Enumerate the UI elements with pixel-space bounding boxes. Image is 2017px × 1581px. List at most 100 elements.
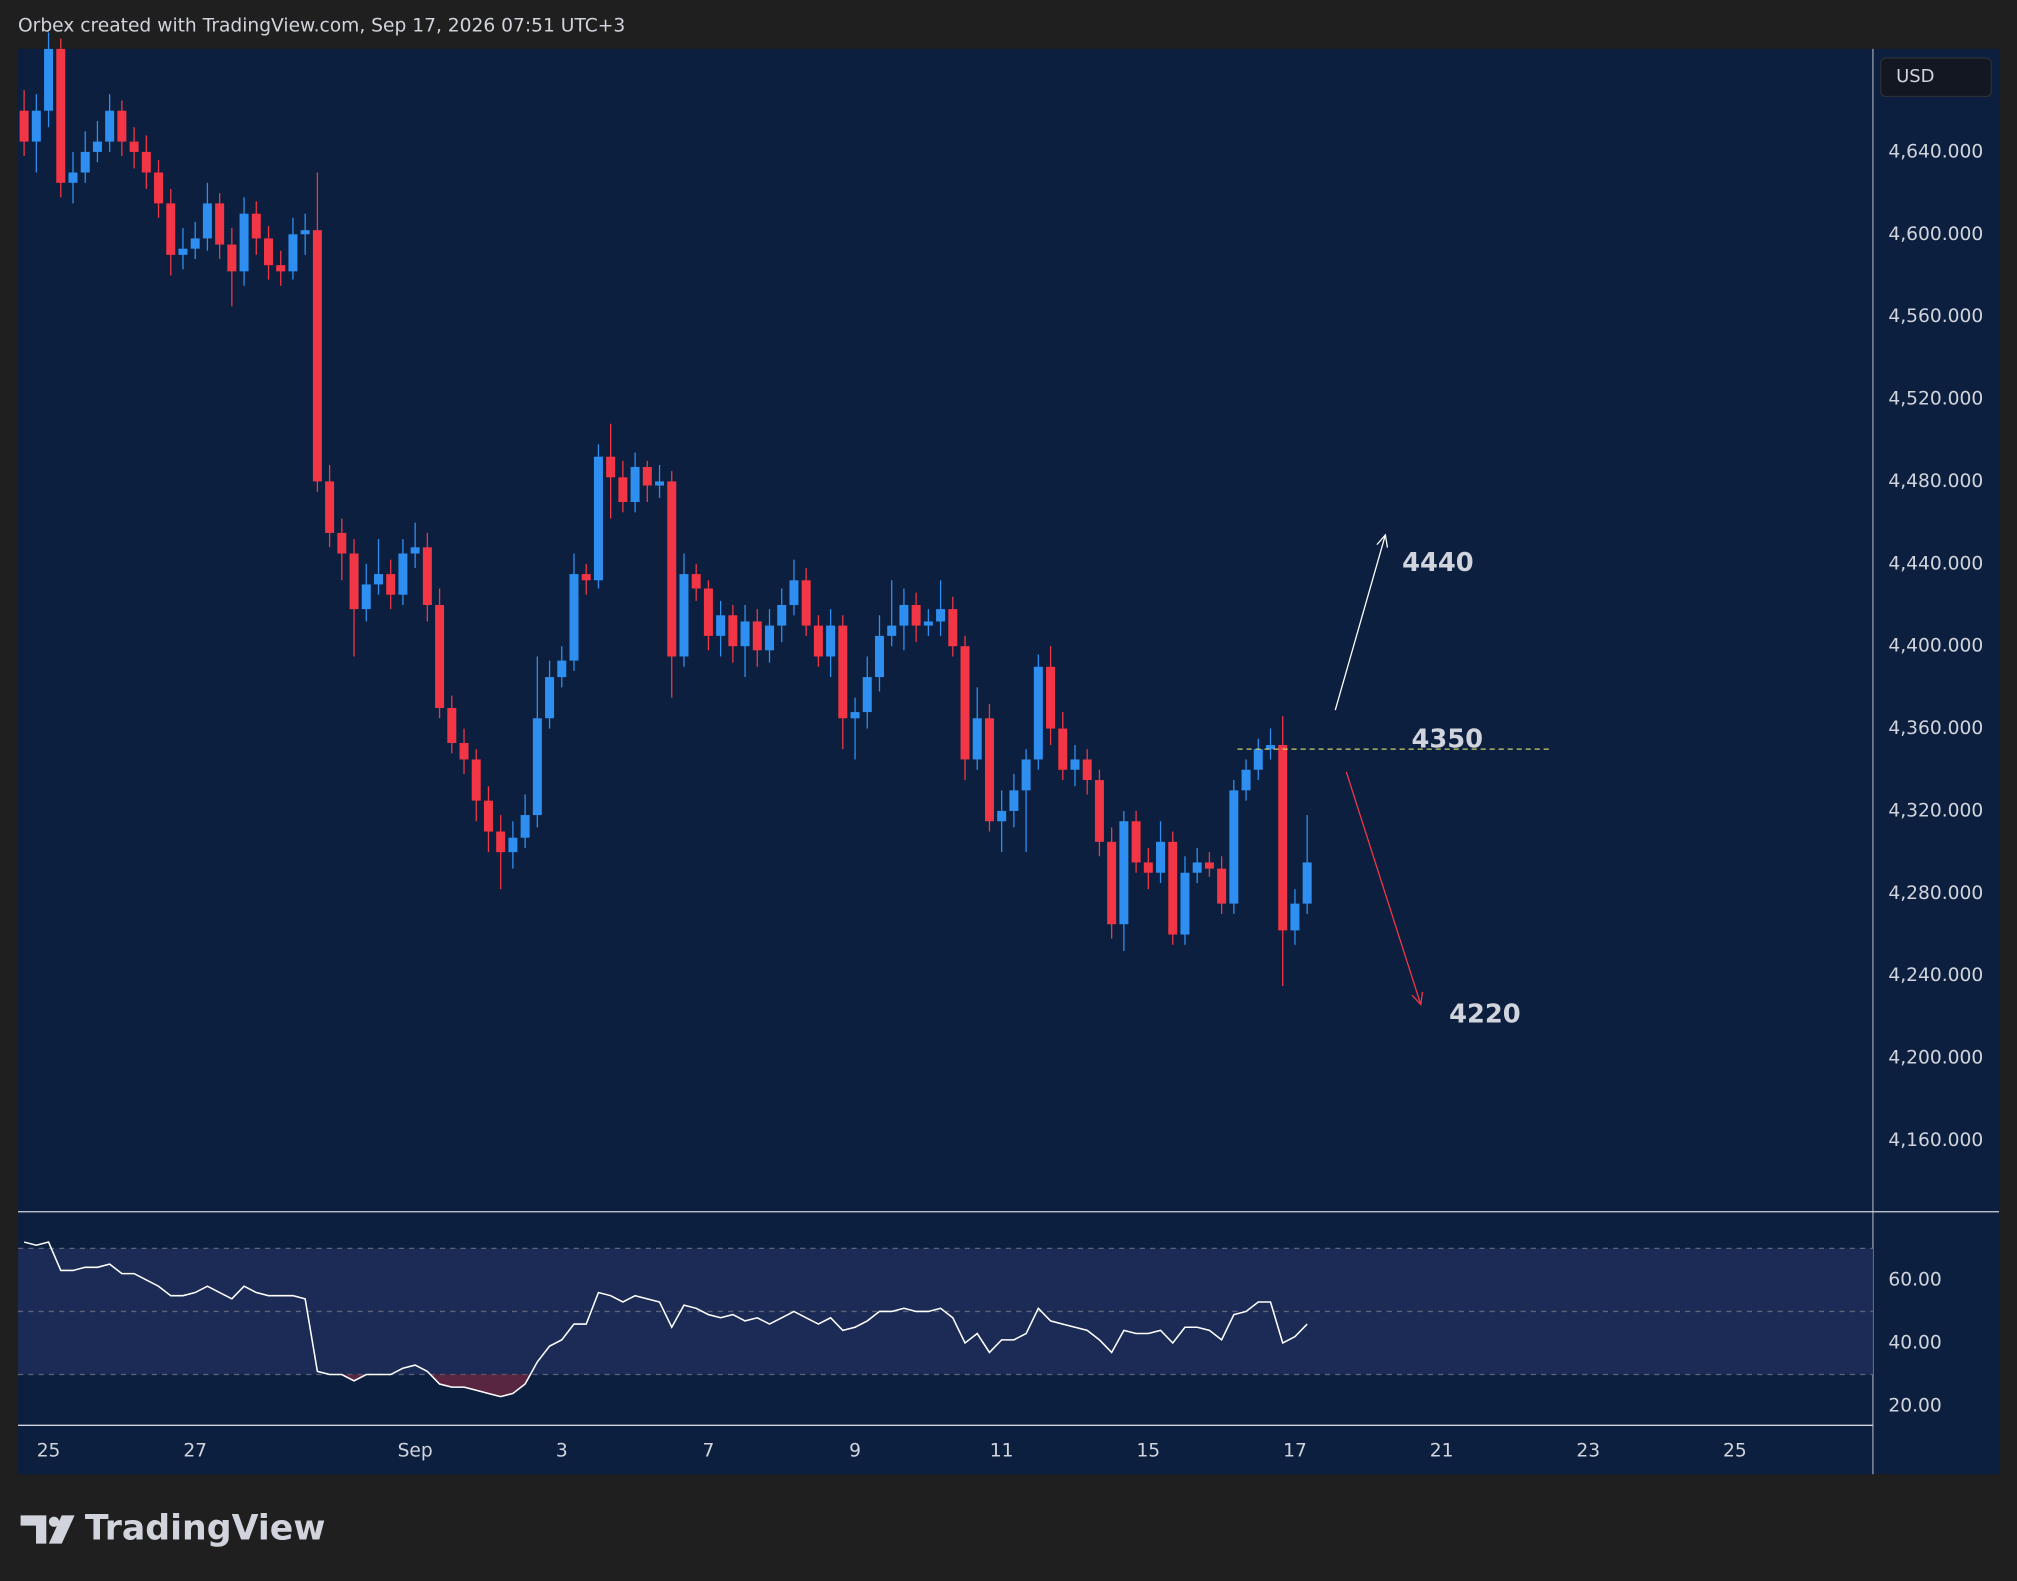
- plot-area: [18, 48, 1873, 1426]
- y-tick-label: 4,520.000: [1888, 389, 1983, 410]
- time-axis: [18, 1425, 1873, 1475]
- candle-body: [520, 815, 530, 838]
- candle-body: [1156, 841, 1166, 873]
- x-tick-label: 9: [849, 1441, 861, 1462]
- y-tick-label: 4,560.000: [1888, 306, 1983, 327]
- candle-body: [471, 759, 481, 801]
- candle-body: [496, 831, 506, 853]
- candle-body: [459, 742, 469, 760]
- arrow-head: [1411, 991, 1424, 1006]
- y-tick-label: 4,440.000: [1888, 553, 1983, 574]
- candle-body: [984, 718, 994, 822]
- candle-body: [215, 203, 225, 245]
- x-tick-label: 21: [1430, 1441, 1454, 1462]
- candle-body: [276, 265, 286, 272]
- rsi-tick-label: 60.00: [1888, 1269, 1941, 1290]
- x-tick-label: 27: [183, 1441, 207, 1462]
- candle-body: [361, 584, 371, 610]
- candle-body: [752, 621, 762, 651]
- candle-body: [325, 481, 335, 533]
- y-tick-label: 4,400.000: [1888, 636, 1983, 657]
- candle-body: [716, 615, 726, 636]
- candle-body: [31, 110, 41, 142]
- x-tick-label: 23: [1576, 1441, 1600, 1462]
- y-tick-label: 4,480.000: [1888, 471, 1983, 492]
- candle-body: [398, 553, 408, 595]
- currency-badge[interactable]: [1880, 57, 1992, 98]
- candle-body: [545, 677, 555, 719]
- candle-body: [593, 456, 603, 581]
- candle-body: [826, 625, 836, 657]
- candle-body: [349, 553, 359, 610]
- candle-body: [1119, 821, 1129, 925]
- candle-body: [1266, 745, 1276, 750]
- candle-body: [606, 456, 616, 478]
- candle-body: [569, 574, 579, 661]
- candle-body: [1033, 666, 1043, 760]
- x-tick-label: 3: [556, 1441, 568, 1462]
- candle-body: [777, 604, 787, 626]
- candle-body: [129, 141, 139, 152]
- candle-body: [300, 230, 310, 235]
- candle-body: [1131, 821, 1141, 863]
- candle-body: [80, 151, 90, 173]
- candle-body: [386, 574, 396, 595]
- target-label: 4220: [1449, 999, 1521, 1029]
- candle-body: [410, 547, 420, 554]
- logo-slash: [48, 1515, 75, 1544]
- candle-body: [1192, 862, 1202, 873]
- y-tick-label: 4,640.000: [1888, 141, 1983, 162]
- candle-body: [557, 660, 567, 678]
- candle-body: [642, 467, 652, 486]
- candle-body: [581, 574, 591, 581]
- candle-body: [1278, 745, 1288, 931]
- level-label: 4350: [1411, 725, 1483, 755]
- rsi-tick-label: 20.00: [1888, 1396, 1941, 1417]
- x-tick-label: 25: [37, 1441, 61, 1462]
- candle-body: [141, 151, 151, 173]
- candle-body: [667, 481, 677, 657]
- target-label: 4440: [1402, 548, 1474, 578]
- candle-body: [1094, 780, 1104, 842]
- candle-body: [1302, 862, 1312, 904]
- candle-body: [948, 609, 958, 647]
- candle-body: [1082, 759, 1092, 781]
- x-tick-label: 15: [1136, 1441, 1160, 1462]
- header-text: Orbex created with TradingView.com, Sep …: [18, 15, 625, 36]
- candle-body: [447, 707, 457, 743]
- candle-body: [117, 110, 127, 142]
- candle-body: [44, 48, 54, 111]
- candle-body: [911, 604, 921, 626]
- candle-body: [154, 172, 164, 204]
- candle-body: [618, 477, 628, 503]
- candle-body: [1058, 728, 1068, 770]
- arrow-shaft: [1334, 534, 1386, 711]
- candles: [19, 32, 1312, 987]
- arrow-shaft: [1345, 771, 1422, 1005]
- candle-body: [202, 203, 212, 239]
- candle-body: [874, 635, 884, 678]
- candle-body: [838, 625, 848, 719]
- logo-dot: [48, 1516, 60, 1527]
- candle-body: [56, 48, 66, 183]
- candle-body: [691, 574, 701, 589]
- y-tick-label: 4,200.000: [1888, 1048, 1983, 1069]
- candle-body: [630, 467, 640, 503]
- candle-body: [19, 110, 29, 142]
- candle-body: [801, 580, 811, 626]
- candle-body: [765, 625, 775, 651]
- candle-body: [887, 625, 897, 636]
- y-tick-label: 4,160.000: [1888, 1130, 1983, 1151]
- candle-body: [435, 604, 445, 708]
- candle-body: [508, 837, 518, 853]
- candle-body: [337, 532, 347, 554]
- x-tick-label: 17: [1283, 1441, 1307, 1462]
- candle-body: [936, 609, 946, 622]
- candle-body: [740, 621, 750, 647]
- candle-body: [679, 574, 689, 657]
- candle-body: [813, 625, 823, 657]
- y-tick-label: 4,600.000: [1888, 224, 1983, 245]
- candle-body: [1070, 759, 1080, 770]
- y-tick-label: 4,320.000: [1888, 800, 1983, 821]
